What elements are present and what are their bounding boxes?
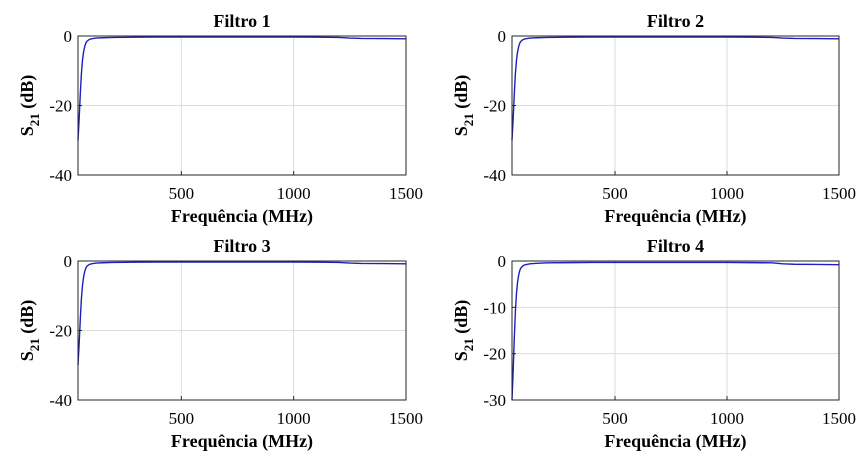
y-axis-label-unit: (dB) bbox=[17, 75, 38, 114]
x-tick-label: 1000 bbox=[710, 409, 744, 428]
series-line bbox=[77, 36, 407, 141]
y-axis-label-subscript: 21 bbox=[27, 338, 42, 351]
chart-title: Filtro 4 bbox=[647, 236, 704, 256]
y-tick-label: 0 bbox=[64, 252, 73, 271]
y-tick-label: -20 bbox=[49, 322, 72, 341]
x-tick-label: 1500 bbox=[822, 409, 856, 428]
x-tick-label: 500 bbox=[169, 184, 195, 203]
x-tick-label: 1500 bbox=[389, 409, 423, 428]
y-axis-label-base: S bbox=[17, 126, 37, 136]
x-axis-label: Frequência (MHz) bbox=[171, 206, 313, 227]
y-tick-label: 0 bbox=[498, 252, 507, 271]
y-axis-label-unit: (dB) bbox=[17, 300, 38, 339]
y-tick-label: 0 bbox=[64, 27, 73, 46]
series-line bbox=[511, 36, 840, 141]
subplot-4: 500 1000 1500 -30 -20 -10 0 Filtro 4 Frequência … bbox=[451, 236, 856, 452]
x-tick-label: 1500 bbox=[822, 184, 856, 203]
series-line bbox=[511, 261, 840, 401]
x-tick-label: 500 bbox=[602, 184, 628, 203]
subplot-2: 500 1000 1500 -40 -20 0 Filtro 2 Frequência (MH… bbox=[451, 11, 856, 227]
x-tick-label: 1000 bbox=[277, 184, 311, 203]
y-tick-label: -20 bbox=[483, 97, 506, 116]
series-line bbox=[77, 261, 407, 366]
y-axis-label-unit: (dB) bbox=[451, 300, 472, 339]
y-axis-label-base: S bbox=[451, 126, 471, 136]
axes-frame bbox=[511, 260, 840, 401]
subplot-1: 500 1000 1500 -40 -20 0 Filtro 1 Frequência (MH… bbox=[17, 11, 423, 227]
x-tick-label: 1000 bbox=[277, 409, 311, 428]
y-axis-label: S21 (dB) bbox=[451, 75, 476, 137]
y-tick-label: -20 bbox=[49, 97, 72, 116]
y-tick-label: -20 bbox=[483, 345, 506, 364]
x-tick-label: 1500 bbox=[389, 184, 423, 203]
y-tick-label: -10 bbox=[483, 298, 506, 317]
y-axis-label-base: S bbox=[451, 351, 471, 361]
x-axis-label: Frequência (MHz) bbox=[171, 431, 313, 452]
y-axis-label-subscript: 21 bbox=[461, 113, 476, 126]
chart-title: Filtro 1 bbox=[213, 11, 270, 31]
y-axis-label-base: S bbox=[17, 351, 37, 361]
y-tick-label: -40 bbox=[483, 166, 506, 185]
x-axis-label: Frequência (MHz) bbox=[604, 431, 746, 452]
y-tick-label: -40 bbox=[49, 391, 72, 410]
x-tick-label: 500 bbox=[602, 409, 628, 428]
y-tick-label: -30 bbox=[483, 391, 506, 410]
chart-title: Filtro 3 bbox=[213, 236, 270, 256]
y-axis-label-unit: (dB) bbox=[451, 75, 472, 114]
x-tick-label: 1000 bbox=[710, 184, 744, 203]
y-axis-label-subscript: 21 bbox=[27, 113, 42, 126]
y-axis-label: S21 (dB) bbox=[17, 75, 42, 137]
y-axis-label-subscript: 21 bbox=[461, 338, 476, 351]
x-axis-label: Frequência (MHz) bbox=[604, 206, 746, 227]
subplot-3: 500 1000 1500 -40 -20 0 Filtro 3 Frequência (MH… bbox=[17, 236, 423, 452]
plot-area bbox=[512, 261, 839, 400]
chart-title: Filtro 2 bbox=[647, 11, 704, 31]
y-axis-label: S21 (dB) bbox=[17, 300, 42, 362]
y-tick-label: -40 bbox=[49, 166, 72, 185]
x-tick-label: 500 bbox=[169, 409, 195, 428]
y-axis-label: S21 (dB) bbox=[451, 300, 476, 362]
y-tick-label: 0 bbox=[498, 27, 507, 46]
